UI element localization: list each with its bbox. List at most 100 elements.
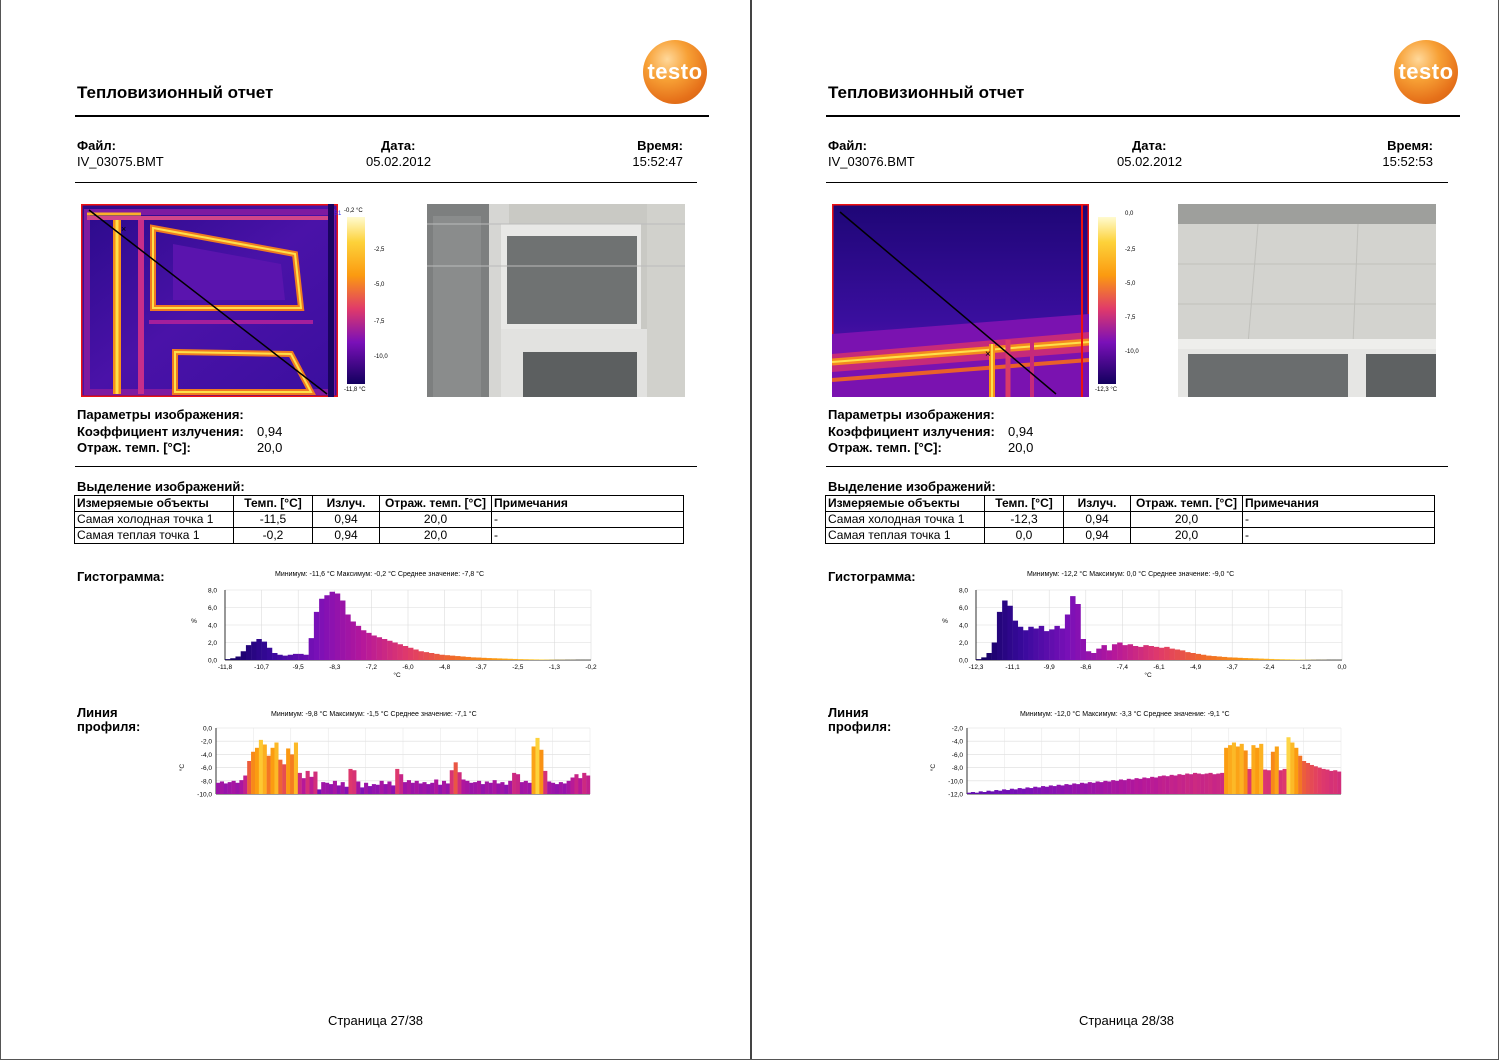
histogram-bar	[1143, 645, 1149, 660]
histogram-bar	[538, 659, 545, 660]
profile-bar	[1060, 785, 1065, 794]
y-tick-label: 2,0	[208, 640, 217, 647]
histogram-bar	[465, 656, 471, 660]
emissivity-label: Коэффициент излучения:	[828, 424, 995, 439]
profile-bar	[305, 770, 310, 794]
histogram-bar	[1127, 644, 1134, 660]
histogram-bar	[371, 635, 377, 660]
profile-bar	[974, 792, 979, 794]
histogram-bar	[1038, 625, 1045, 660]
profile-stats: Минимум: -9,8 °C Максимум: -1,5 °C Средн…	[271, 711, 477, 718]
profile-stats: Минимум: -12,0 °C Максимум: -3,3 °C Сред…	[1020, 711, 1230, 718]
histogram-bar	[313, 611, 320, 660]
table-row: Самая холодная точка 1 -12,3 0,94 20,0 -	[825, 511, 1435, 528]
visual-photo	[427, 204, 685, 397]
profile-bar	[1044, 786, 1050, 794]
histogram-bar	[491, 658, 498, 660]
y-tick-label: -10,0	[197, 792, 212, 799]
profile-bar	[558, 782, 563, 794]
x-tick-label: -6,0	[402, 664, 414, 671]
profile-bar	[1309, 764, 1314, 794]
profile-bar	[1228, 745, 1233, 794]
histogram-bar	[1075, 604, 1081, 660]
histogram-bar	[1023, 630, 1029, 660]
profile-bar	[1169, 774, 1174, 794]
x-tick-label: -4,8	[439, 664, 451, 671]
profile-bar	[1072, 783, 1077, 794]
histogram-bar	[486, 658, 492, 660]
profile-bar	[531, 746, 536, 794]
profile-bar	[1177, 774, 1182, 794]
profile-bar	[1161, 775, 1166, 794]
histogram-bar	[1117, 642, 1123, 660]
histogram-bar	[225, 659, 231, 660]
profile-bar	[1142, 777, 1147, 794]
x-tick-label: -11,8	[218, 664, 233, 671]
table-cell: -	[1242, 527, 1435, 544]
params-heading: Параметры изображения:	[828, 407, 995, 422]
y-tick-label: 4,0	[959, 623, 968, 630]
y-tick-label: 0,0	[203, 726, 212, 733]
profile-bar	[1200, 774, 1205, 794]
profile-bar	[990, 791, 995, 794]
scale-max-label: 0,0	[1125, 211, 1134, 217]
profile-bar	[970, 792, 975, 794]
histogram-bar	[1226, 657, 1233, 660]
histogram-bar	[418, 651, 424, 660]
profile-bar	[566, 780, 571, 794]
y-tick-label: -2,0	[201, 739, 213, 746]
profile-bar	[1068, 784, 1073, 794]
histogram-bar	[1148, 646, 1154, 660]
profile-bar	[430, 782, 435, 794]
scale-tick: -2,5	[374, 247, 385, 253]
emissivity-value: 0,94	[1008, 424, 1034, 439]
scale-tick: -10,0	[1125, 349, 1139, 355]
histogram-bar	[1159, 647, 1165, 660]
x-tick-label: -1,3	[549, 664, 561, 671]
histogram-bar	[235, 656, 241, 660]
histogram-bar	[1258, 658, 1264, 660]
profile-bar	[1033, 786, 1038, 794]
profile-bar	[278, 759, 283, 794]
histogram-bar	[1211, 656, 1217, 660]
thermal-image: ×	[81, 204, 338, 397]
profile-bar	[383, 784, 388, 794]
histogram-bar	[355, 625, 362, 660]
profile-bar	[414, 780, 419, 794]
profile-bar	[1111, 780, 1116, 794]
selection-heading: Выделение изображений:	[77, 479, 245, 494]
divider	[75, 182, 697, 183]
report-page-27: testo Тепловизионный отчет Файл: IV_0307…	[0, 0, 749, 1060]
scale-tick: -5,0	[1125, 281, 1136, 287]
y-tick-label: -2,0	[952, 726, 964, 733]
profile-bar	[1076, 784, 1081, 794]
profile-bar	[445, 783, 450, 794]
params-heading: Параметры изображения:	[77, 407, 244, 422]
profile-bar	[978, 791, 983, 794]
profile-bar	[1220, 772, 1225, 794]
histogram-bar	[272, 653, 278, 660]
profile-bar	[367, 786, 373, 794]
profile-bar	[1118, 779, 1124, 794]
profile-bar	[1235, 746, 1240, 794]
histogram-bar	[481, 657, 487, 660]
profile-bar	[290, 754, 295, 794]
profile-bar	[1138, 778, 1143, 794]
histogram-bar	[1237, 657, 1243, 660]
table-cell: 0,94	[312, 511, 380, 528]
table-cell: -	[1242, 511, 1435, 528]
table-header-row: Измеряемые объекты Темп. [°C] Излуч. Отр…	[825, 495, 1435, 512]
profile-chart: -2,0 -4,0 -6,0 -8,0 -10,0 -12,0 °C	[929, 726, 1342, 799]
profile-bar	[1181, 774, 1186, 794]
profile-bar	[1095, 781, 1100, 794]
histogram-bar	[366, 632, 372, 660]
table-cell: 0,0	[984, 527, 1064, 544]
date-value: 05.02.2012	[1117, 154, 1183, 169]
histogram-bar	[1174, 649, 1181, 660]
histogram-bar	[1054, 625, 1060, 660]
profile-bar	[527, 782, 532, 794]
profile-bar	[1247, 768, 1252, 794]
profile-bar	[216, 782, 221, 794]
profile-bar	[219, 781, 224, 794]
profile-bar	[356, 781, 361, 794]
